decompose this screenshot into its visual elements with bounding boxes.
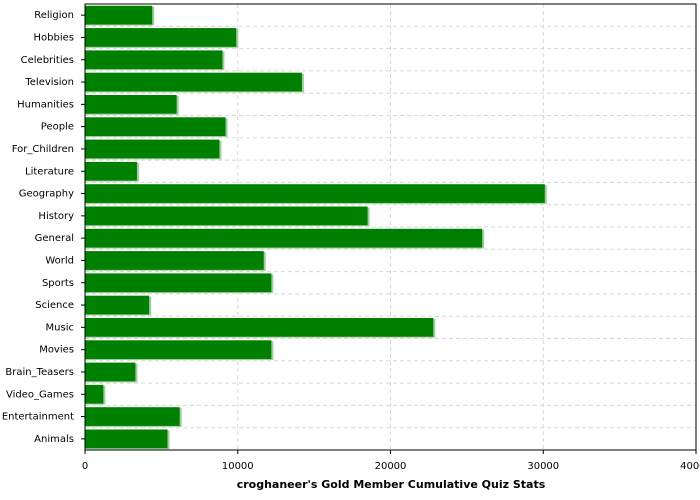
bar [85,206,368,226]
bar [85,28,237,47]
x-tick-label: 40000 [680,461,700,472]
y-tick-label: For_Children [12,144,74,155]
bar [85,362,136,382]
y-tick-label: Religion [34,10,74,21]
y-tick-label: Geography [19,189,74,200]
bar [85,72,302,92]
y-tick-label: Entertainment [2,412,74,423]
x-tick-label: 0 [82,461,88,472]
y-tick-label: Humanities [17,99,74,110]
bar [85,161,137,181]
y-tick-label: Literature [25,166,74,177]
y-tick-label: Video_Games [6,389,74,400]
y-tick-label: Celebrities [21,55,74,66]
y-tick-label: Science [35,300,74,311]
y-tick-label: World [45,255,74,266]
y-tick-label: Brain_Teasers [5,367,74,378]
y-tick-label: Television [24,77,74,88]
y-tick-label: Animals [34,434,74,445]
bar [85,251,264,270]
y-tick-label: Movies [39,345,74,356]
bar [85,139,220,159]
y-tick-label: Music [46,322,74,333]
x-tick-label: 10000 [222,461,254,472]
y-tick-label: Hobbies [34,32,74,43]
bar [85,228,483,248]
bar [85,5,153,25]
bar [85,94,177,114]
x-axis-label: croghaneer's Gold Member Cumulative Quiz… [237,478,546,491]
bar [85,340,272,360]
bar [85,429,168,449]
bar [85,50,223,70]
y-tick-label: Sports [42,278,74,289]
plot-frame [84,3,697,451]
x-tick-label: 20000 [375,461,407,472]
x-tick-label: 30000 [527,461,559,472]
bar [85,117,226,137]
bar [85,407,180,426]
y-tick-label: General [35,233,74,244]
bar [85,317,434,337]
y-tick-label: History [38,211,74,222]
y-tick-label: People [41,122,74,133]
bar [85,273,272,293]
bar [85,295,150,315]
bar [85,384,104,404]
bar [85,184,545,203]
